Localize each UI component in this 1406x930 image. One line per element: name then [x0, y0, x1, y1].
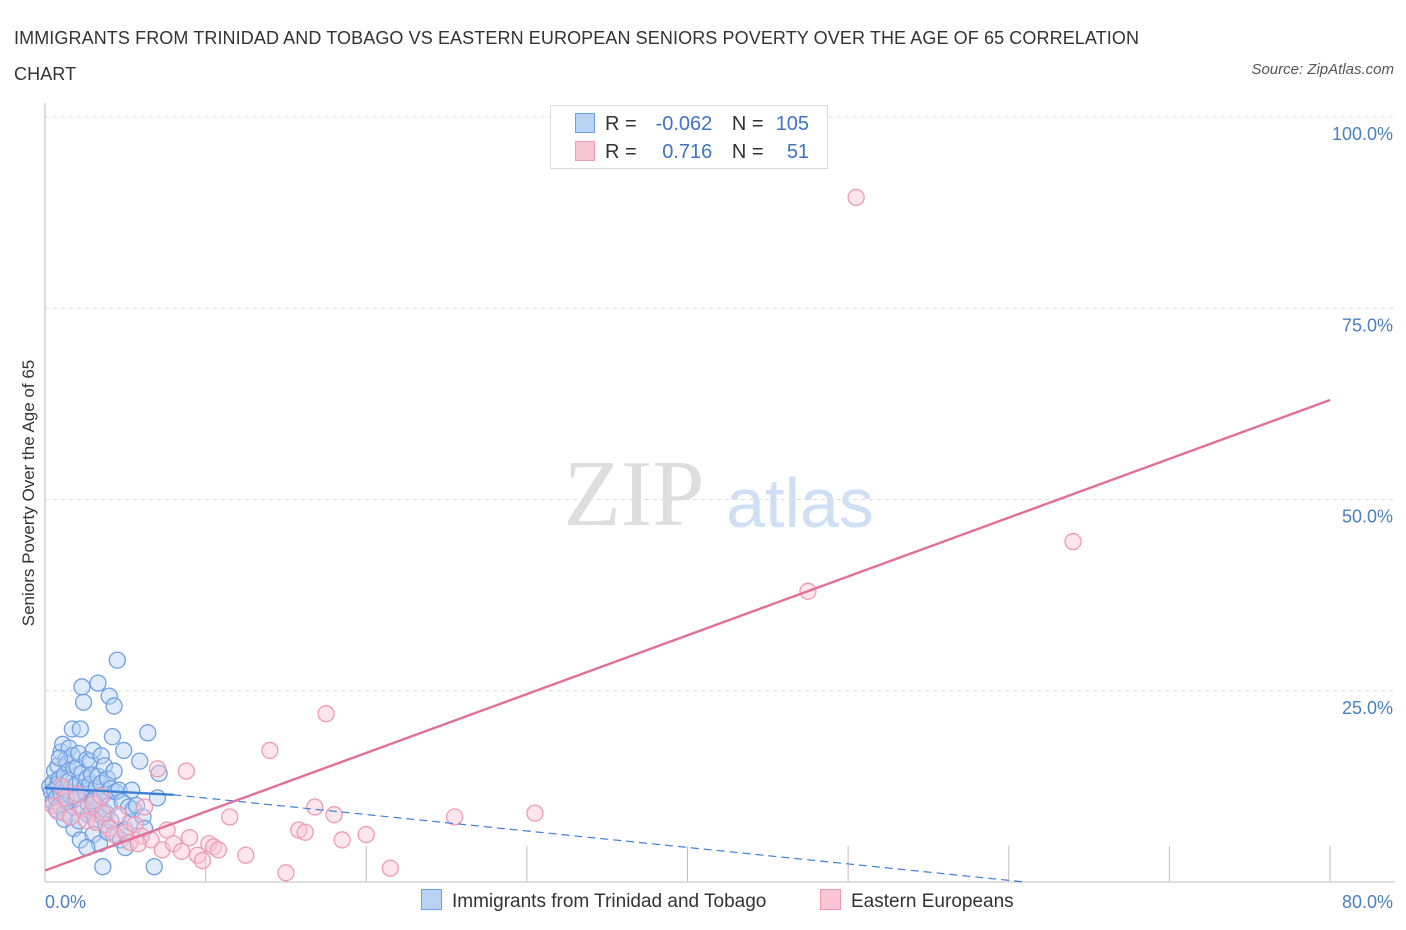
legend-row-trinidad: R = -0.062 N = 105 — [575, 111, 809, 137]
source-credit: Source: ZipAtlas.com — [1251, 61, 1394, 78]
legend-item-trinidad[interactable]: Immigrants from Trinidad and Tobago — [421, 888, 766, 916]
point-eastern[interactable] — [357, 825, 375, 844]
point-trinidad[interactable] — [108, 651, 126, 669]
watermark-atlas: atlas — [726, 464, 874, 542]
chart-title: IMMIGRANTS FROM TRINIDAD AND TOBAGO VS E… — [14, 28, 1140, 84]
legend-item-eastern[interactable]: Eastern Europeans — [820, 888, 1014, 916]
legend-r-value: -0.062 — [655, 113, 713, 135]
y-tick-label: 50.0% — [1342, 507, 1393, 527]
point-eastern[interactable] — [221, 808, 239, 826]
point-trinidad[interactable] — [145, 858, 163, 876]
legend-r-label: R = — [605, 113, 637, 135]
legend-swatch-blue — [421, 889, 442, 910]
point-trinidad[interactable] — [50, 749, 69, 767]
legend-row-eastern: R = 0.716 N = 51 — [575, 139, 809, 165]
trend-lines — [44, 398, 1331, 883]
legend-swatch-blue — [575, 113, 595, 133]
point-eastern[interactable] — [193, 851, 212, 870]
point-eastern[interactable] — [317, 705, 335, 723]
point-trinidad[interactable] — [92, 747, 110, 765]
point-trinidad[interactable] — [74, 693, 93, 711]
point-trinidad[interactable] — [71, 720, 89, 738]
point-eastern[interactable] — [148, 760, 167, 778]
point-trinidad[interactable] — [103, 728, 122, 746]
point-trinidad[interactable] — [115, 741, 133, 760]
point-eastern[interactable] — [172, 842, 191, 861]
point-eastern[interactable] — [177, 762, 196, 780]
point-eastern[interactable] — [205, 838, 223, 856]
point-eastern[interactable] — [847, 188, 865, 206]
point-eastern[interactable] — [277, 864, 295, 882]
point-eastern[interactable] — [209, 841, 228, 859]
point-eastern[interactable] — [180, 828, 199, 847]
point-eastern[interactable] — [325, 806, 343, 824]
point-trinidad[interactable] — [105, 762, 123, 780]
point-trinidad[interactable] — [95, 757, 114, 775]
legend-n-value: 51 — [786, 141, 810, 163]
correlation-legend: R = -0.062 N = 105 R = 0.716 N = 51 — [550, 105, 828, 169]
y-axis-label: Seniors Poverty Over the Age of 65 — [19, 360, 38, 626]
point-eastern[interactable] — [1064, 532, 1082, 551]
gridlines — [45, 116, 1395, 692]
legend-n-label: N = — [731, 141, 764, 163]
legend-r-value: 0.716 — [662, 141, 713, 163]
point-eastern[interactable] — [135, 798, 154, 816]
x-tick-label: 80.0% — [1342, 892, 1393, 912]
point-eastern[interactable] — [381, 859, 399, 877]
point-eastern[interactable] — [445, 808, 464, 826]
legend-n-value: 105 — [775, 113, 810, 135]
point-eastern[interactable] — [200, 835, 218, 853]
point-trinidad[interactable] — [123, 781, 141, 799]
point-eastern[interactable] — [94, 804, 112, 822]
legend-n-label: N = — [731, 113, 764, 135]
point-eastern[interactable] — [526, 804, 544, 822]
point-eastern[interactable] — [296, 823, 314, 841]
point-trinidad[interactable] — [94, 858, 112, 876]
point-trinidad[interactable] — [73, 678, 91, 696]
point-eastern[interactable] — [188, 846, 207, 864]
axes — [44, 103, 1395, 883]
point-trinidad[interactable] — [131, 752, 149, 770]
data-points — [41, 188, 1082, 882]
legend-swatch-pink — [575, 141, 595, 161]
trend-line-eastern — [44, 398, 1331, 872]
point-eastern[interactable] — [49, 802, 67, 821]
legend-item-label: Immigrants from Trinidad and Tobago — [452, 891, 767, 912]
point-eastern[interactable] — [110, 806, 128, 824]
y-tick-label: 100.0% — [1332, 124, 1393, 144]
x-tick-label: 0.0% — [45, 892, 86, 912]
y-tick-label: 25.0% — [1342, 698, 1393, 718]
legend-swatch-pink — [820, 889, 841, 910]
y-tick-label: 75.0% — [1342, 315, 1393, 335]
legend-item-label: Eastern Europeans — [851, 891, 1014, 912]
point-eastern[interactable] — [237, 846, 255, 864]
point-eastern[interactable] — [306, 798, 324, 816]
point-trinidad[interactable] — [100, 687, 118, 705]
watermark: ZIP atlas — [564, 442, 874, 546]
point-trinidad[interactable] — [139, 724, 157, 742]
point-eastern[interactable] — [333, 831, 351, 849]
point-trinidad[interactable] — [105, 697, 123, 715]
tick-labels: 100.0% 75.0% 50.0% 25.0% 0.0% 80.0% — [45, 124, 1393, 912]
point-trinidad[interactable] — [89, 674, 107, 692]
watermark-zip: ZIP — [564, 442, 705, 546]
point-eastern[interactable] — [261, 741, 279, 760]
series-legend: Immigrants from Trinidad and Tobago East… — [0, 888, 1406, 916]
legend-r-label: R = — [605, 141, 637, 163]
trend-line-trinidad — [44, 786, 174, 796]
